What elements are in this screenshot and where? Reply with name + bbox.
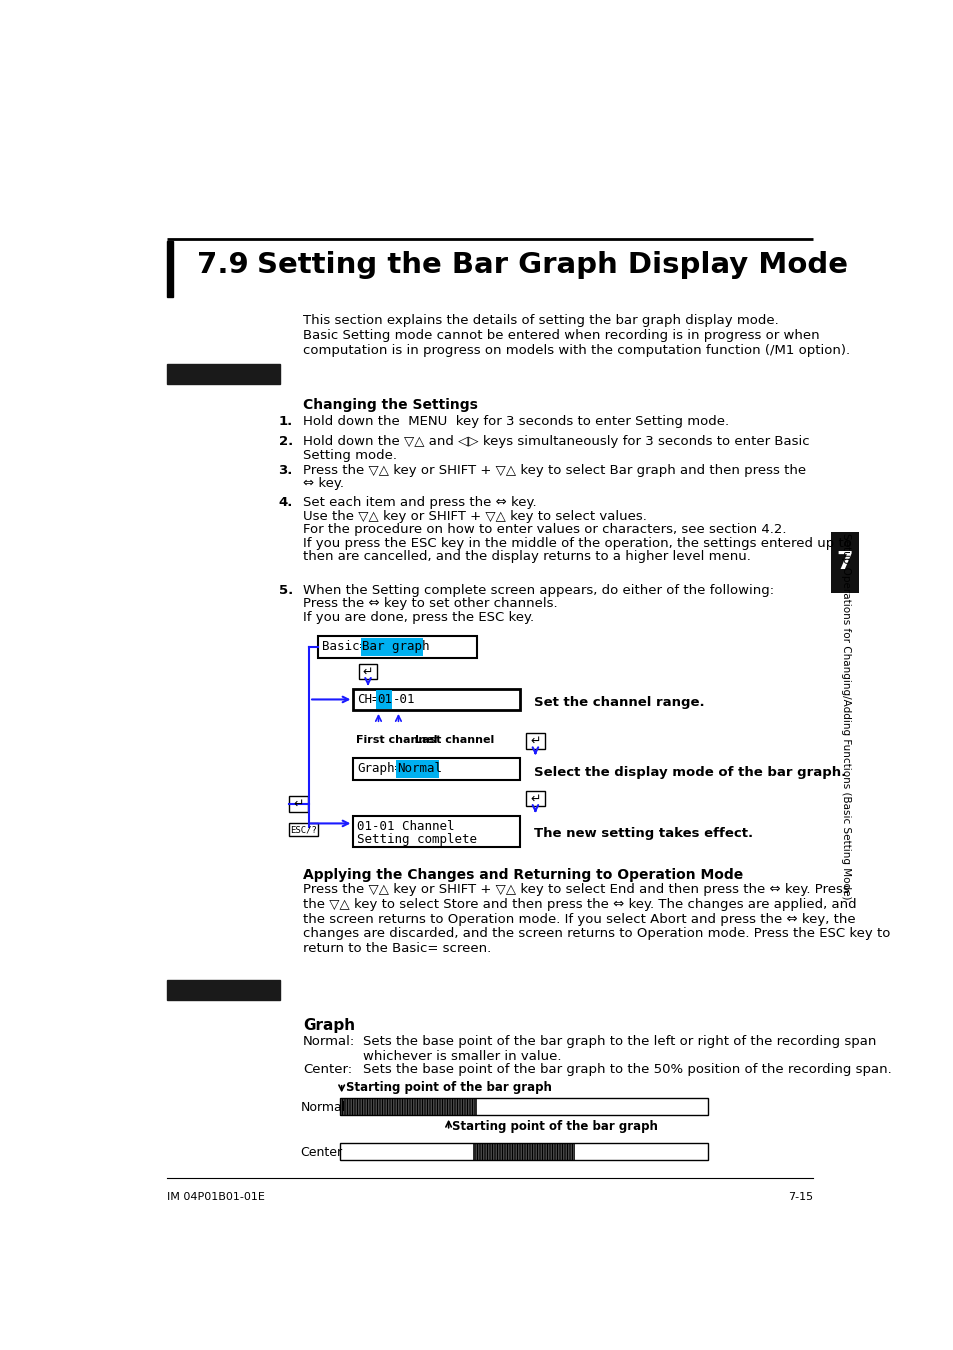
Text: Normal: Normal [396, 761, 441, 775]
Bar [473, 1143, 574, 1160]
Text: ↵: ↵ [530, 792, 540, 806]
Text: ⇔ key.: ⇔ key. [303, 478, 344, 490]
Bar [525, 733, 544, 749]
Text: Basic=: Basic= [322, 640, 367, 653]
Text: Procedure: Procedure [183, 367, 263, 381]
Text: Hold down the ▽△ and ◁▷ keys simultaneously for 3 seconds to enter Basic: Hold down the ▽△ and ◁▷ keys simultaneou… [303, 435, 809, 448]
Text: whichever is smaller in value.: whichever is smaller in value. [363, 1050, 561, 1062]
Text: Starting point of the bar graph: Starting point of the bar graph [345, 1081, 551, 1095]
Text: Normal: Normal [300, 1102, 346, 1114]
Text: ESC/?: ESC/? [290, 825, 316, 834]
Bar [830, 532, 858, 593]
Text: changes are discarded, and the screen returns to Operation mode. Press the ESC k: changes are discarded, and the screen re… [303, 927, 889, 941]
Text: Setting the Bar Graph Display Mode: Setting the Bar Graph Display Mode [257, 251, 847, 278]
Text: Press the ▽△ key or SHIFT + ▽△ key to select End and then press the ⇔ key. Press: Press the ▽△ key or SHIFT + ▽△ key to se… [303, 883, 849, 896]
Bar [318, 636, 476, 657]
Bar [167, 240, 172, 297]
Bar [340, 1143, 707, 1160]
Text: IM 04P01B01-01E: IM 04P01B01-01E [167, 1192, 265, 1203]
Bar [375, 690, 392, 709]
Text: Graph=: Graph= [356, 761, 402, 775]
Text: Center: Center [300, 1146, 342, 1158]
Text: Normal:: Normal: [303, 1035, 355, 1048]
Text: the screen returns to Operation mode. If you select Abort and press the ⇔ key, t: the screen returns to Operation mode. If… [303, 913, 855, 926]
Text: Setup Operations for Changing/Adding Functions (Basic Setting Mode): Setup Operations for Changing/Adding Fun… [841, 533, 850, 899]
Text: Bar graph: Bar graph [361, 640, 429, 653]
Text: ↵: ↵ [530, 734, 540, 748]
Text: For the procedure on how to enter values or characters, see section 4.2.: For the procedure on how to enter values… [303, 524, 785, 536]
Text: the ▽△ key to select Store and then press the ⇔ key. The changes are applied, an: the ▽△ key to select Store and then pres… [303, 898, 856, 911]
Text: Setting complete: Setting complete [356, 833, 476, 845]
Text: Sets the base point of the bar graph to the 50% position of the recording span.: Sets the base point of the bar graph to … [363, 1062, 891, 1076]
Text: Press the ⇔ key to set other channels.: Press the ⇔ key to set other channels. [303, 598, 557, 610]
Text: Hold down the  MENU  key for 3 seconds to enter Setting mode.: Hold down the MENU key for 3 seconds to … [303, 414, 728, 428]
Text: 4.: 4. [278, 497, 293, 509]
Bar [525, 791, 544, 806]
Bar [289, 796, 307, 811]
Bar [358, 664, 377, 679]
Text: Sets the base point of the bar graph to the left or right of the recording span: Sets the base point of the bar graph to … [363, 1035, 876, 1048]
Text: Starting point of the bar graph: Starting point of the bar graph [452, 1120, 658, 1133]
Text: Basic Setting mode cannot be entered when recording is in progress or when: Basic Setting mode cannot be entered whe… [303, 329, 819, 342]
Text: 1.: 1. [278, 414, 293, 428]
Text: ↵: ↵ [362, 666, 373, 678]
Text: Setting mode.: Setting mode. [303, 448, 396, 462]
Text: Last channel: Last channel [415, 734, 494, 745]
Text: 01: 01 [376, 693, 392, 706]
Text: Changing the Settings: Changing the Settings [303, 398, 477, 412]
Bar [167, 980, 279, 1000]
Text: 01-01 Channel: 01-01 Channel [356, 819, 455, 833]
Text: return to the Basic= screen.: return to the Basic= screen. [303, 942, 491, 954]
Text: This section explains the details of setting the bar graph display mode.: This section explains the details of set… [303, 313, 778, 327]
Text: 5.: 5. [278, 585, 293, 597]
Bar [395, 760, 438, 778]
Text: Set each item and press the ⇔ key.: Set each item and press the ⇔ key. [303, 497, 536, 509]
Bar [353, 688, 519, 710]
Bar [289, 824, 318, 836]
Bar [353, 815, 519, 846]
Text: 7: 7 [836, 551, 852, 574]
Text: CH=: CH= [356, 693, 379, 706]
Bar [360, 637, 423, 656]
Text: Set the channel range.: Set the channel range. [534, 697, 703, 709]
Text: 7.9: 7.9 [196, 251, 248, 278]
Text: 3.: 3. [278, 464, 293, 477]
Text: Graph: Graph [303, 1018, 355, 1033]
Text: -01: -01 [392, 693, 415, 706]
Text: Press the ▽△ key or SHIFT + ▽△ key to select Bar graph and then press the: Press the ▽△ key or SHIFT + ▽△ key to se… [303, 464, 805, 477]
Text: 2.: 2. [278, 435, 293, 448]
Bar [167, 363, 279, 383]
Text: Select the display mode of the bar graph.: Select the display mode of the bar graph… [534, 765, 845, 779]
Text: Center:: Center: [303, 1062, 352, 1076]
Text: Applying the Changes and Returning to Operation Mode: Applying the Changes and Returning to Op… [303, 868, 742, 882]
Text: If you are done, press the ESC key.: If you are done, press the ESC key. [303, 612, 534, 624]
Text: 7-15: 7-15 [787, 1192, 812, 1203]
Text: Use the ▽△ key or SHIFT + ▽△ key to select values.: Use the ▽△ key or SHIFT + ▽△ key to sele… [303, 510, 646, 522]
Text: Explanation: Explanation [176, 983, 269, 996]
Text: When the Setting complete screen appears, do either of the following:: When the Setting complete screen appears… [303, 585, 773, 597]
Text: If you press the ESC key in the middle of the operation, the settings entered up: If you press the ESC key in the middle o… [303, 536, 851, 549]
Text: The new setting takes effect.: The new setting takes effect. [534, 828, 752, 840]
Bar [340, 1099, 476, 1115]
Text: ↵: ↵ [293, 798, 303, 811]
Text: First channel: First channel [355, 734, 436, 745]
Text: computation is in progress on models with the computation function (/M1 option).: computation is in progress on models wit… [303, 344, 849, 358]
Text: then are cancelled, and the display returns to a higher level menu.: then are cancelled, and the display retu… [303, 549, 750, 563]
Bar [353, 757, 519, 779]
Bar [340, 1099, 707, 1115]
